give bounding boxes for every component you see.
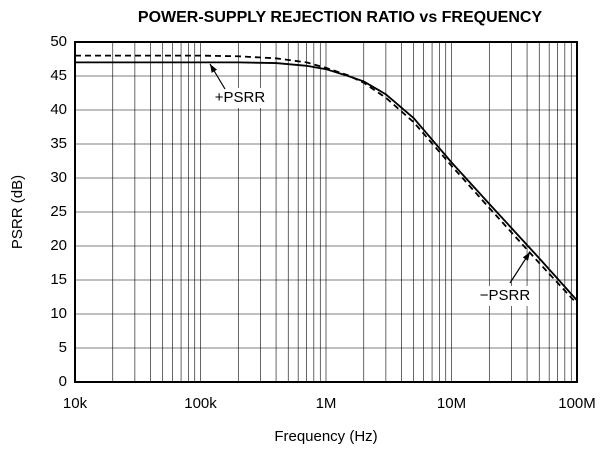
y-tick-label: 10: [50, 305, 67, 322]
annotation-bg: [475, 286, 535, 306]
y-tick-label: 0: [59, 373, 67, 390]
plot-frame: [74, 41, 578, 383]
y-tick-label: 5: [59, 339, 67, 356]
y-tick-label: 20: [50, 237, 67, 254]
y-tick-label: 40: [50, 101, 67, 118]
x-tick-label: 100k: [184, 395, 217, 412]
x-tick-label: 10M: [437, 395, 466, 412]
x-tick-label: 100M: [558, 395, 596, 412]
series-line: [75, 54, 578, 305]
x-tick-label: 1M: [316, 395, 337, 412]
y-tick-label: 30: [50, 169, 67, 186]
chart-title: POWER-SUPPLY REJECTION RATIO vs FREQUENC…: [138, 9, 543, 26]
arrow-head: [210, 64, 217, 73]
y-tick-label: 35: [50, 135, 67, 152]
y-tick-label: 25: [50, 203, 67, 220]
x-axis-label: Frequency (Hz): [274, 428, 377, 445]
y-tick-label: 15: [50, 271, 67, 288]
y-tick-label: 45: [50, 67, 67, 84]
y-axis-label: PSRR (dB): [9, 175, 26, 249]
y-tick-label: 50: [50, 33, 67, 50]
x-tick-label: 10k: [63, 395, 88, 412]
annotation-bg: [210, 88, 270, 108]
series-annotation: −PSRR: [480, 287, 531, 304]
series-annotation: +PSRR: [215, 89, 266, 106]
arrow-head: [522, 252, 530, 261]
